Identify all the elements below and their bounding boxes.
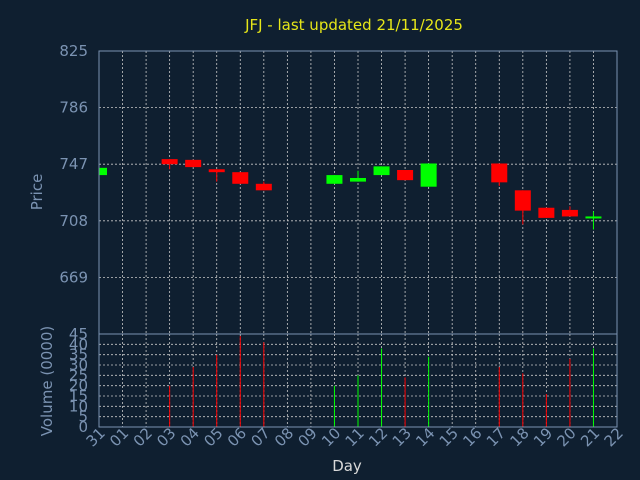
candle-body [538, 207, 555, 218]
volume-tick-label: 25 [69, 366, 88, 384]
candle-body [514, 190, 531, 211]
volume-tick-label: 35 [69, 346, 88, 364]
candle-body [420, 163, 437, 187]
price-axis-label: Price [28, 174, 46, 211]
candle-body [350, 177, 366, 182]
candle-body [161, 159, 178, 165]
price-tick-label: 825 [59, 42, 88, 60]
volume-plot-frame [98, 333, 618, 428]
candle-series [98, 159, 602, 230]
candle-body [561, 209, 578, 217]
chart-title: JFJ - last updated 21/11/2025 [244, 16, 463, 34]
candle-body [585, 216, 602, 219]
price-tick-label: 708 [59, 212, 88, 230]
volume-tick-label: 30 [69, 356, 88, 374]
candle-body [373, 166, 390, 176]
price-grid [99, 51, 617, 334]
candle-body [326, 175, 343, 184]
volume-tick-label: 5 [78, 408, 88, 426]
candle-body [255, 183, 272, 191]
volume-tick-label: 0 [78, 418, 88, 436]
price-tick-label: 747 [59, 155, 88, 173]
candle-body [185, 159, 202, 168]
volume-tick-label: 15 [69, 387, 88, 405]
volume-series [169, 336, 594, 427]
price-tick-label: 669 [59, 268, 88, 286]
x-axis-label: Day [332, 457, 362, 475]
price-tick-label: 786 [59, 99, 88, 117]
candle-body [232, 172, 249, 184]
candle-body [208, 169, 225, 173]
price-tick-labels: 825 786 747 708 669 [59, 42, 88, 286]
volume-tick-label: 40 [69, 335, 88, 353]
candle-body [99, 167, 107, 176]
volume-tick-label: 45 [69, 325, 88, 343]
candle-body [397, 170, 414, 181]
volume-axis-label: Volume (0000) [38, 326, 56, 436]
candle-body [491, 163, 508, 183]
volume-tick-label: 20 [69, 377, 88, 395]
x-tick-labels: 3101020304050607080910111213141516171819… [83, 424, 627, 450]
volume-tick-label: 10 [69, 397, 88, 415]
